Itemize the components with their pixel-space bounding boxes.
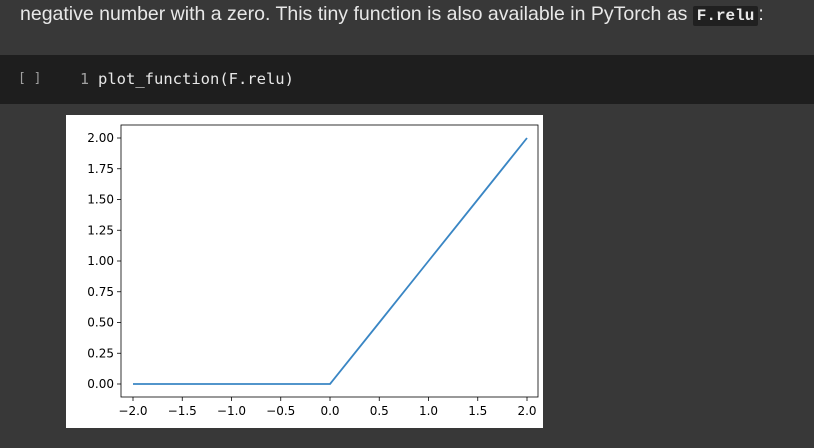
x-tick-label: −1.5 [168,404,197,418]
y-tick-label: 0.00 [87,377,114,391]
y-tick-label: 0.25 [87,346,114,360]
x-tick-label: 1.0 [419,404,438,418]
y-tick-label: 2.00 [87,131,114,145]
x-tick-label: −0.5 [266,404,295,418]
relu-plot: 0.00 0.25 0.50 0.75 1.00 1.25 1.50 1.75 2.00 −2.0… [87,124,539,418]
y-tick-label: 0.50 [87,316,114,330]
y-tick-label: 1.25 [87,223,114,237]
line-number: 1 [80,70,90,88]
x-tick-label: 0.0 [320,404,339,418]
cell-output: 0.00 0.25 0.50 0.75 1.00 1.25 1.50 1.75 2.00 −2.0… [66,115,543,428]
y-tick-label: 1.75 [87,162,114,176]
x-tick-label: −2.0 [118,404,147,418]
x-tick-label: −1.0 [217,404,246,418]
plot-frame [120,124,539,398]
prose-suffix: : [758,3,764,25]
y-tick-label: 1.00 [87,254,114,268]
run-cell-button[interactable]: [ ] [18,71,42,86]
y-tick-label: 0.75 [87,285,114,299]
x-tick-label: 2.0 [517,404,536,418]
y-tick-label: 1.50 [87,193,114,207]
prose-paragraph: negative number with a zero. This tiny f… [20,0,764,30]
x-tick-label: 0.5 [370,404,389,418]
x-tick-label: 1.5 [468,404,487,418]
inline-code: F.relu [692,6,759,26]
code-text[interactable]: plot_function(F.relu) [98,70,294,88]
relu-series-line [133,137,528,385]
code-cell[interactable]: [ ] 1 plot_function(F.relu) [0,55,814,104]
prose-text: negative number with a zero. This tiny f… [20,3,693,25]
